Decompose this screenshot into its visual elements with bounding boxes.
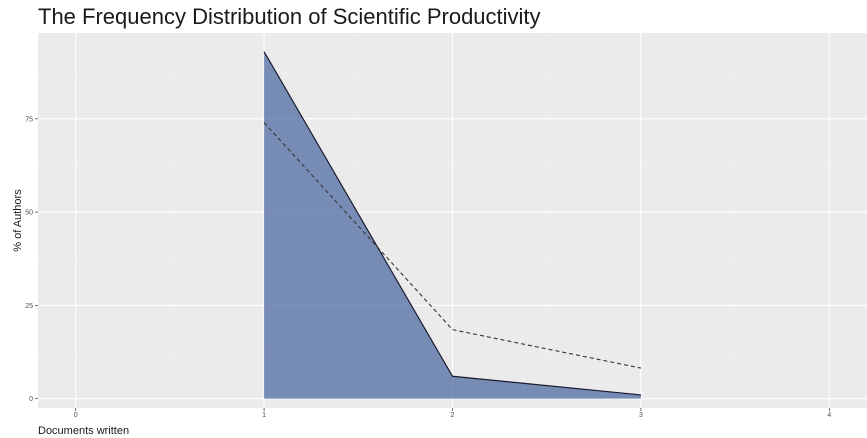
- x-axis-title: Documents written: [38, 425, 129, 437]
- y-axis-title: % of Authors: [12, 189, 24, 252]
- grid-major: [38, 33, 867, 408]
- y-tick-label: 25: [25, 303, 33, 310]
- y-tick-label: 75: [25, 116, 33, 123]
- x-tick-label: 0: [74, 412, 78, 419]
- area-fill: [264, 51, 641, 399]
- y-axis: 0 25 50 75: [25, 116, 38, 403]
- y-tick-label: 0: [29, 396, 33, 403]
- x-tick-label: 4: [827, 412, 831, 419]
- x-tick-label: 2: [451, 412, 455, 419]
- y-tick-label: 50: [25, 210, 33, 217]
- x-tick-label: 3: [639, 412, 643, 419]
- dashed-line: [263, 122, 642, 369]
- chart-title: The Frequency Distribution of Scientific…: [38, 4, 541, 29]
- series-layer: [263, 51, 642, 399]
- x-axis: 0 1 2 3 4: [74, 408, 831, 419]
- x-tick-label: 1: [262, 412, 266, 419]
